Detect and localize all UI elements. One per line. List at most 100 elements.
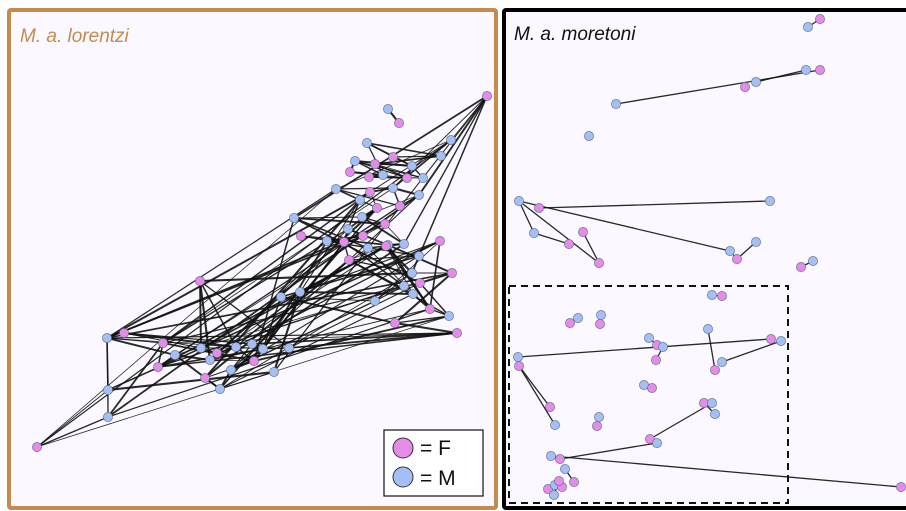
moretoni-node-male bbox=[550, 420, 560, 430]
lorentzi-node-male bbox=[289, 213, 299, 223]
moretoni-node-female bbox=[514, 361, 524, 371]
moretoni-edge bbox=[533, 232, 570, 245]
moretoni-node-female bbox=[815, 14, 825, 24]
lorentzi-edge bbox=[107, 194, 420, 418]
moretoni-node-male bbox=[513, 352, 523, 362]
moretoni-node-female bbox=[766, 334, 776, 344]
lorentzi-edge bbox=[219, 207, 378, 390]
lorentzi-node-male bbox=[295, 287, 305, 297]
lorentzi-edge bbox=[348, 259, 413, 274]
moretoni-node-male bbox=[560, 464, 570, 474]
lorentzi-node-female bbox=[158, 338, 168, 348]
lorentzi-edge bbox=[106, 337, 176, 356]
moretoni-node-male bbox=[584, 131, 594, 141]
lorentzi-node-female bbox=[249, 356, 259, 366]
lorentzi-edge bbox=[107, 308, 431, 418]
lorentzi-node-female bbox=[195, 276, 205, 286]
lorentzi-edge bbox=[335, 139, 452, 190]
lorentzi-node-male bbox=[407, 161, 417, 171]
lorentzi-edge bbox=[36, 315, 450, 448]
lorentzi-node-male bbox=[258, 344, 268, 354]
lorentzi-edge bbox=[204, 199, 361, 379]
moretoni-node-male bbox=[710, 409, 720, 419]
lorentzi-node-male bbox=[322, 236, 332, 246]
moretoni-node-male bbox=[514, 196, 524, 206]
moretoni-edge bbox=[649, 402, 713, 440]
lorentzi-edge bbox=[162, 191, 371, 344]
lorentzi-edge bbox=[262, 199, 361, 350]
lorentzi-node-male bbox=[205, 355, 215, 365]
lorentzi-node-female bbox=[153, 362, 163, 372]
lorentzi-edge bbox=[374, 163, 408, 179]
lorentzi-edge bbox=[403, 95, 488, 245]
lorentzi-title: M. a. lorentzi bbox=[20, 26, 130, 47]
lorentzi-edge bbox=[36, 416, 109, 448]
lorentzi-node-male bbox=[383, 104, 393, 114]
lorentzi-edge bbox=[429, 240, 441, 310]
moretoni-node-female bbox=[732, 254, 742, 264]
legend-female-swatch bbox=[392, 437, 414, 459]
lorentzi-node-female bbox=[435, 236, 445, 246]
lorentzi-node-male bbox=[414, 190, 424, 200]
lorentzi-edge bbox=[253, 315, 450, 362]
moretoni-node-female bbox=[717, 291, 727, 301]
moretoni-edge bbox=[550, 455, 902, 488]
moretoni-node-male bbox=[644, 333, 654, 343]
lorentzi-node-male bbox=[418, 173, 428, 183]
lorentzi-node-female bbox=[212, 348, 222, 358]
lorentzi-node-male bbox=[102, 333, 112, 343]
lorentzi-node-male bbox=[362, 138, 372, 148]
moretoni-edge bbox=[615, 69, 821, 105]
moretoni-edge bbox=[518, 200, 731, 252]
lorentzi-edge bbox=[354, 160, 424, 179]
moretoni-node-male bbox=[707, 290, 717, 300]
lorentzi-edge bbox=[36, 188, 337, 448]
legend-male-swatch bbox=[392, 466, 414, 488]
lorentzi-node-female bbox=[372, 203, 382, 213]
moretoni-edge bbox=[517, 338, 772, 358]
moretoni-node-female bbox=[740, 82, 750, 92]
legend-male-label: = M bbox=[420, 467, 456, 490]
lorentzi-edges bbox=[36, 95, 488, 448]
lorentzi-node-male bbox=[276, 292, 286, 302]
moretoni-node-male bbox=[573, 313, 583, 323]
lorentzi-edge bbox=[335, 188, 401, 207]
moretoni-inset-box bbox=[508, 285, 789, 504]
lorentzi-node-female bbox=[339, 237, 349, 247]
moretoni-node-female bbox=[647, 383, 657, 393]
lorentzi-edge bbox=[106, 191, 371, 339]
lorentzi-node-male bbox=[357, 212, 367, 222]
lorentzi-node-female bbox=[388, 152, 398, 162]
lorentzi-node-male bbox=[226, 365, 236, 375]
lorentzi-node-male bbox=[355, 195, 365, 205]
lorentzi-edge bbox=[368, 176, 424, 179]
lorentzi-node-male bbox=[363, 243, 373, 253]
moretoni-panel-frame bbox=[502, 8, 906, 510]
lorentzi-edge bbox=[361, 216, 405, 245]
moretoni-node-female bbox=[710, 365, 720, 375]
lorentzi-node-male bbox=[399, 281, 409, 291]
lorentzi-node-male bbox=[215, 384, 225, 394]
moretoni-node-female bbox=[534, 203, 544, 213]
lorentzi-node-male bbox=[170, 350, 180, 360]
lorentzi-edge bbox=[198, 280, 212, 361]
moretoni-node-male bbox=[546, 451, 556, 461]
lorentzi-node-female bbox=[119, 328, 129, 338]
lorentzi-edge bbox=[299, 291, 414, 295]
lorentzi-edge bbox=[418, 95, 488, 196]
moretoni-node-female bbox=[595, 319, 605, 329]
lorentzi-edge bbox=[204, 259, 350, 379]
lorentzi-edge bbox=[394, 272, 453, 324]
lorentzi-edge bbox=[394, 322, 458, 334]
lorentzi-node-female bbox=[452, 328, 462, 338]
moretoni-edge bbox=[518, 200, 600, 264]
moretoni-node-female bbox=[651, 355, 661, 365]
moretoni-title: M. a. moretoni bbox=[514, 24, 636, 45]
lorentzi-edge bbox=[253, 217, 295, 362]
moretoni-node-male bbox=[658, 342, 668, 352]
moretoni-node-female bbox=[564, 239, 574, 249]
lorentzi-node-female bbox=[415, 278, 425, 288]
lorentzi-node-male bbox=[444, 311, 454, 321]
lorentzi-node-female bbox=[395, 201, 405, 211]
lorentzi-node-male bbox=[436, 151, 446, 161]
